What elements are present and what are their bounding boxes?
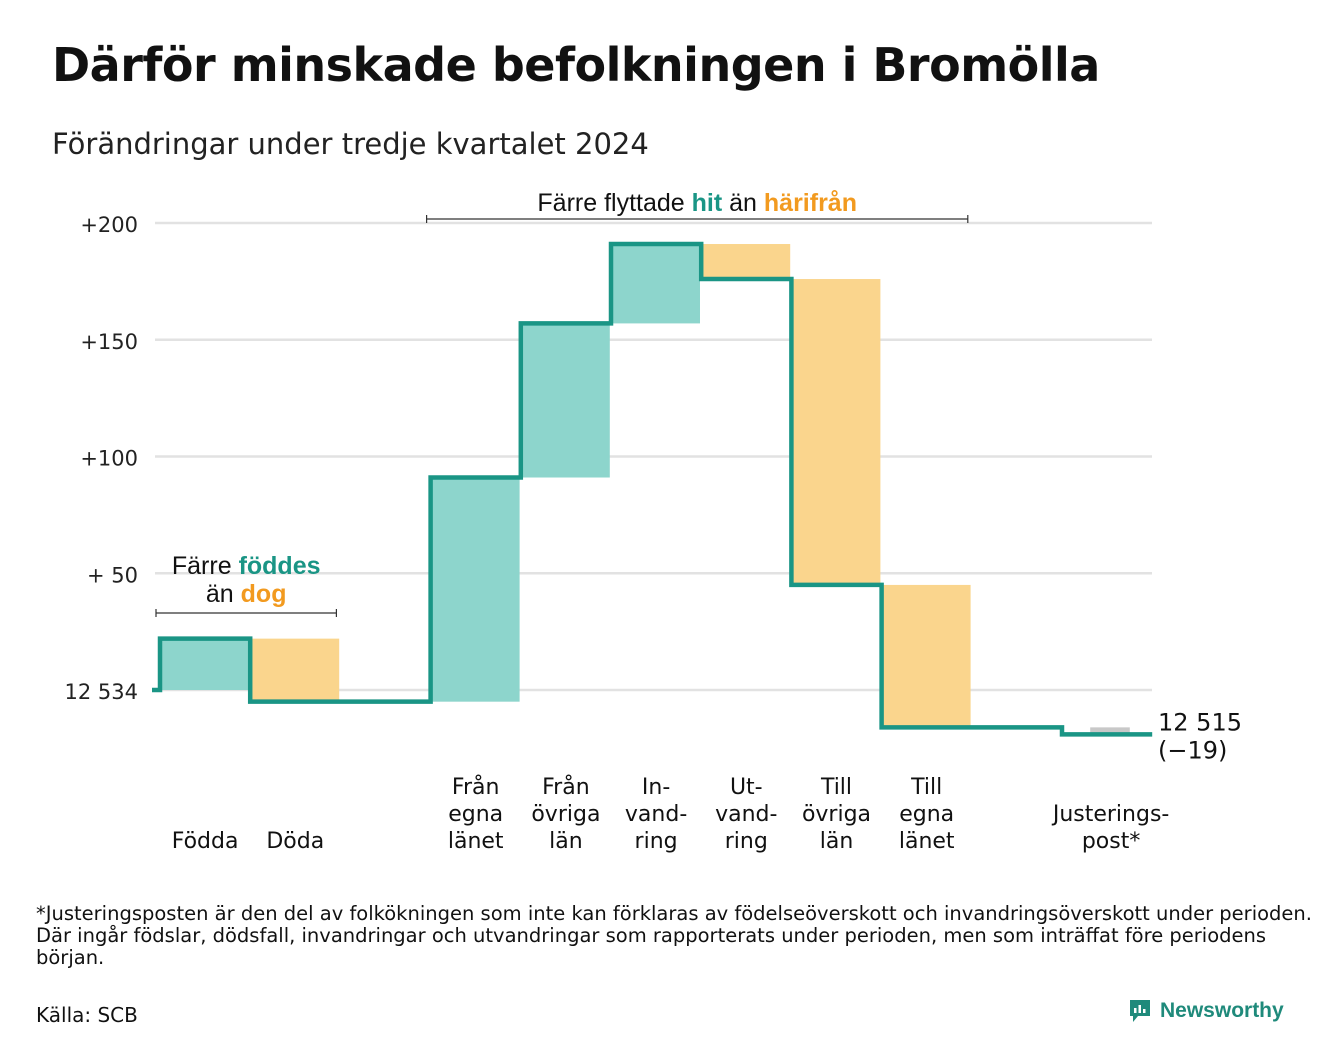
increase-bar <box>431 477 520 702</box>
y-tick-label: + 50 <box>87 563 138 587</box>
chart-title: Därför minskade befolkningen i Bromölla <box>52 38 1100 92</box>
decrease-bar <box>882 584 971 728</box>
y-axis-labels: 12 534 + 50 +100 +150 +200 <box>65 213 138 704</box>
moves-annotation-part: hit <box>692 189 723 217</box>
bars <box>161 244 1130 735</box>
x-axis-label: post* <box>1082 829 1141 854</box>
chart-subtitle: Förändringar under tredje kvartalet 2024 <box>52 127 649 161</box>
increase-bar <box>161 638 249 690</box>
x-axis-label: länet <box>899 829 955 854</box>
x-axis-label: län <box>820 829 854 854</box>
x-axis-label: egna <box>448 802 503 827</box>
births-annotation-line2-part: dog <box>241 580 287 608</box>
moves-annotation-part: än <box>722 189 764 217</box>
births-annotation-line2-part: än <box>206 580 241 608</box>
brand-name: Newsworthy <box>1160 999 1284 1022</box>
increase-bar <box>521 323 610 478</box>
moves-annotation-part: Färre flyttade <box>537 189 691 217</box>
source: Källa: SCB <box>36 1003 138 1027</box>
x-axis-label: Ut- <box>730 775 763 800</box>
newsworthy-logo-icon <box>1130 1000 1150 1022</box>
end-value-label: 12 515(−19) <box>1158 708 1242 764</box>
births-annotation-line2: än dog <box>206 580 287 608</box>
y-tick-label: 12 534 <box>65 680 138 704</box>
x-axis-labels: Födda DödaFrånegnalänetFrånövrigalänIn-va… <box>172 774 1170 854</box>
y-tick-label: +150 <box>80 330 138 354</box>
x-axis-label: vand- <box>715 802 777 827</box>
increase-bar <box>612 244 700 324</box>
x-axis-label: Från <box>542 774 590 800</box>
x-axis-label: In- <box>642 775 670 800</box>
x-axis-label: vand- <box>625 802 687 827</box>
births-annotation-line1: Färre föddes <box>172 552 321 580</box>
x-axis-label: län <box>549 829 583 854</box>
x-axis-label: länet <box>448 829 504 854</box>
moves-annotation-part: härifrån <box>764 189 857 217</box>
births-annotation-line1-part: föddes <box>239 552 321 580</box>
end-change: (−19) <box>1158 736 1227 764</box>
decrease-bar <box>702 244 791 280</box>
x-axis-label: Födda <box>172 829 239 854</box>
x-axis-label: egna <box>899 802 954 827</box>
brand-logo: Newsworthy <box>1128 998 1284 1024</box>
decrease-bar <box>251 638 340 702</box>
x-axis-label: Från <box>452 774 500 800</box>
y-tick-label: +100 <box>80 447 138 471</box>
adjustment-bar <box>1090 727 1130 735</box>
waterfall-chart: 12 534+ 50+100+150+200 Födda DödaFrånegna… <box>65 189 1242 854</box>
x-axis-label: övriga <box>802 802 871 827</box>
x-axis-label: Till <box>820 775 852 800</box>
end-value: 12 515 <box>1158 708 1242 736</box>
x-axis-label: ring <box>725 829 768 854</box>
moves-annotation: Färre flyttade hit än härifrån <box>537 189 857 217</box>
x-axis-label: Justerings- <box>1051 802 1170 827</box>
x-axis-label: Till <box>910 775 942 800</box>
y-tick-label: +200 <box>80 213 138 237</box>
decrease-bar <box>792 279 881 585</box>
x-axis-label: övriga <box>531 802 600 827</box>
x-axis-label: ring <box>635 829 678 854</box>
x-axis-label: Döda <box>266 829 324 854</box>
footnote: *Justeringsposten är den del av folkökni… <box>36 902 1312 969</box>
births-annotation-line1-part: Färre <box>172 552 239 580</box>
cumulative-step-line <box>152 241 1153 737</box>
